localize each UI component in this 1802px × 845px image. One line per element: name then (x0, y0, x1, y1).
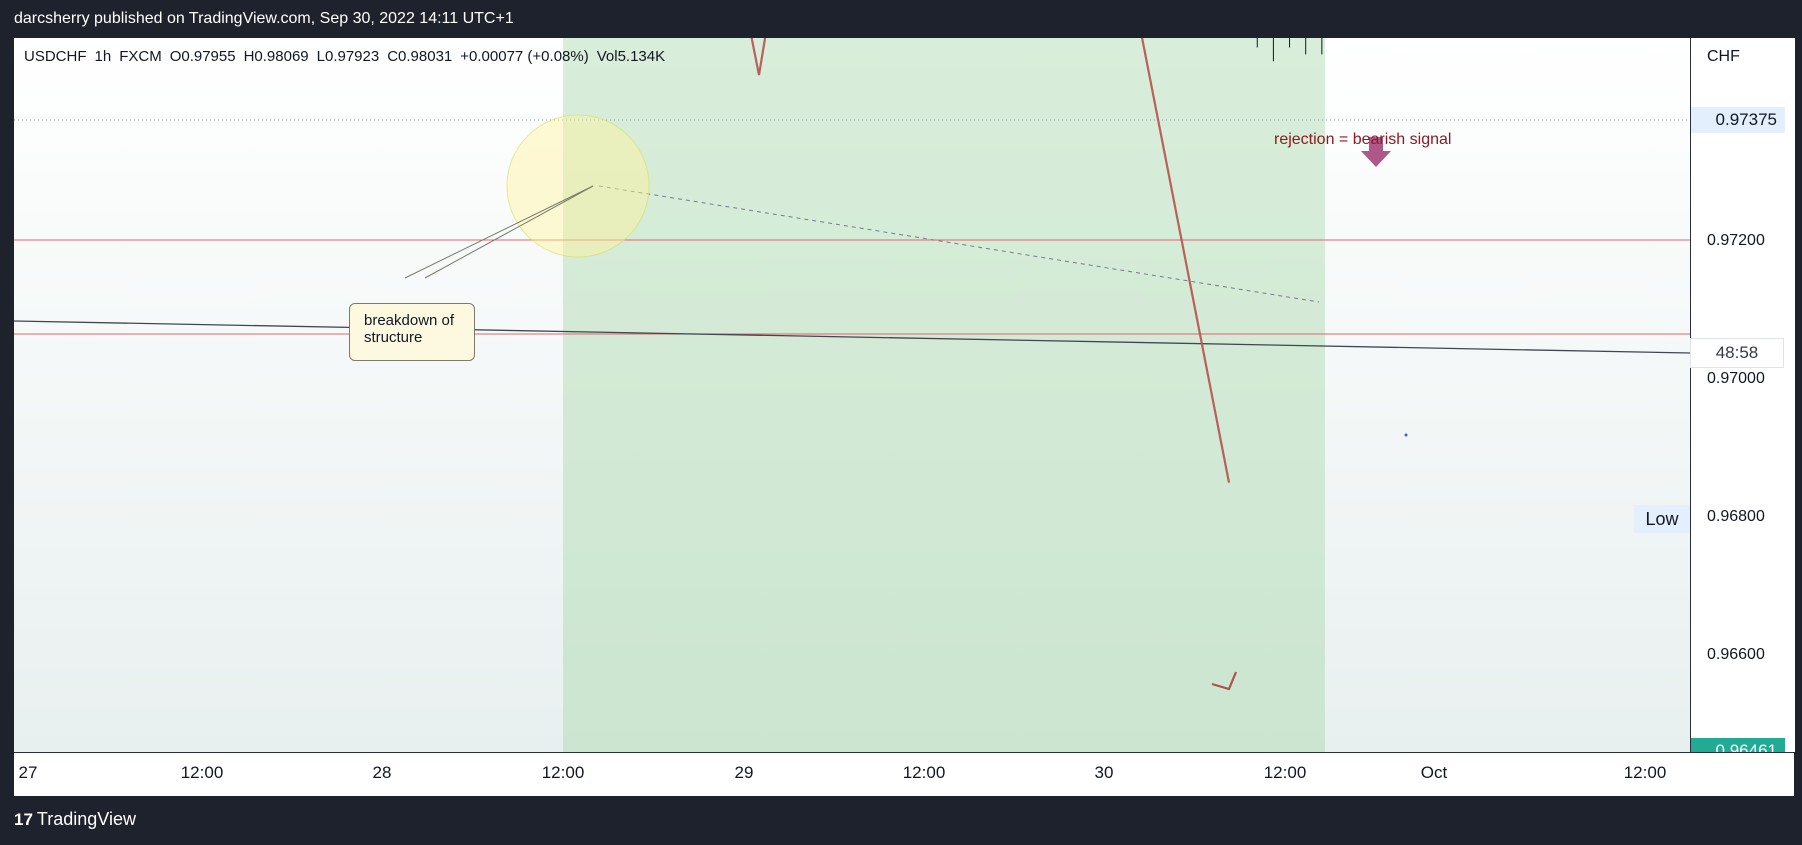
callout-pointer-line-2 (424, 185, 594, 279)
dashed-trend-line (598, 185, 1320, 303)
currency-label: CHF (1707, 48, 1740, 65)
tradingview-logo-text: TradingView (36, 809, 136, 829)
time-tick-label: 29 (734, 763, 754, 782)
trend-line (14, 320, 1690, 354)
tradingview-logo[interactable]: 17 TradingView (14, 809, 136, 830)
bearish-arrow-shaft (1369, 137, 1383, 151)
callout-line-2: structure (364, 329, 423, 346)
legend-exchange: FXCM (119, 48, 162, 65)
projected-path-arrowhead (1211, 671, 1238, 691)
time-tick-label: 12:00 (180, 763, 224, 782)
price-axis[interactable]: CHF 0.990000.988000.984000.982000.978000… (1690, 38, 1795, 765)
time-tick-label: 27 (18, 763, 38, 782)
callout-pointer-line (404, 185, 594, 279)
bar-countdown-timer: 48:58 (1690, 338, 1784, 368)
rejection-note[interactable]: rejection = bearish signal (1274, 131, 1452, 148)
legend-close: C0.98031 (387, 48, 453, 65)
time-tick-label: 28 (372, 763, 392, 782)
take-profit-zone (563, 38, 1325, 752)
highlight-circle (506, 114, 650, 258)
legend-high: H0.98069 (243, 48, 309, 65)
callout-line-1: breakdown of (364, 312, 455, 329)
price-tick-label: 0.96600 (1707, 646, 1765, 664)
legend-low: L0.97923 (316, 48, 380, 65)
legend-volume: Vol5.134K (596, 48, 666, 65)
time-tick-label: 30 (1094, 763, 1114, 782)
legend-open: O0.97955 (169, 48, 236, 65)
blue-dot-marker (1404, 433, 1408, 437)
time-tick-label: 12:00 (1263, 763, 1307, 782)
legend-symbol[interactable]: USDCHF (24, 48, 87, 65)
breakdown-callout[interactable]: breakdown of structure (349, 303, 475, 361)
symbol-legend: USDCHF 1h FXCM O0.97955 H0.98069 L0.97923 C0.9… (24, 48, 673, 65)
chart-svg[interactable] (14, 38, 1690, 752)
time-tick-label: 12:00 (541, 763, 585, 782)
tradingview-logo-icon: 17 (14, 810, 33, 829)
bearish-arrow-head (1361, 151, 1391, 167)
footer-bar: 17 TradingView (0, 796, 1802, 845)
chart-plot-area[interactable]: USDCHF 1h FXCM O0.97955 H0.98069 L0.97923 C0.9… (14, 38, 1690, 752)
top-bar: darcsherry published on TradingView.com,… (0, 0, 1802, 38)
legend-interval[interactable]: 1h (94, 48, 112, 65)
price-tick-label: 0.96800 (1707, 508, 1765, 526)
price-badge: 0.97375 (1691, 106, 1785, 133)
low-label-tag: Low (1634, 505, 1690, 533)
time-axis[interactable]: 27 12:00 28 12:00 29 12:00 30 12:00 Oct 12:00 (14, 752, 1794, 797)
time-tick-label: Oct (1420, 763, 1448, 782)
price-tick-label: 0.97000 (1707, 369, 1765, 387)
publish-info: darcsherry published on TradingView.com,… (14, 10, 514, 27)
price-tick-label: 0.97200 (1707, 231, 1765, 249)
time-tick-label: 12:00 (1623, 763, 1667, 782)
time-tick-label: 12:00 (902, 763, 946, 782)
legend-change: +0.00077 (+0.08%) (460, 48, 589, 65)
